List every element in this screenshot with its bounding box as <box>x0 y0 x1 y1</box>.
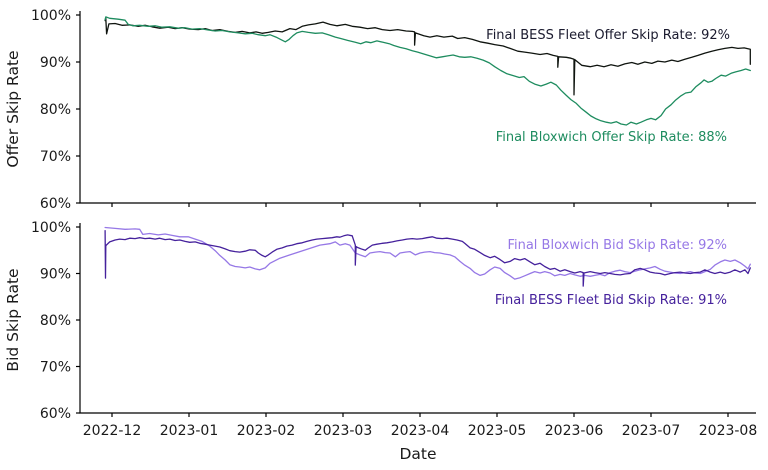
annotation-bess-fleet-offer: Final BESS Fleet Offer Skip Rate: 92% <box>486 28 730 43</box>
line-bess-fleet-bid <box>104 230 751 287</box>
x-tick-label: 2023-03 <box>314 423 373 439</box>
annotation-bess-fleet-bid: Final BESS Fleet Bid Skip Rate: 91% <box>495 293 727 308</box>
y-axis-label-offer-skip-rate: Offer Skip Rate <box>4 50 22 167</box>
y-tick-label: 90% <box>40 55 71 71</box>
y-tick-label: 60% <box>40 406 71 422</box>
line-bloxwich-offer <box>104 16 751 126</box>
y-tick-label: 100% <box>31 220 71 236</box>
y-tick-label: 80% <box>40 313 71 329</box>
line-bloxwich-bid <box>104 226 751 280</box>
x-tick-label: 2022-12 <box>83 423 142 439</box>
x-tick-label: 2023-01 <box>160 423 219 439</box>
x-tick-label: 2023-05 <box>468 423 527 439</box>
x-axis-label: Date <box>399 445 436 463</box>
y-tick-label: 90% <box>40 267 71 283</box>
x-tick-label: 2023-08 <box>699 423 758 439</box>
annotation-bloxwich-bid: Final Bloxwich Bid Skip Rate: 92% <box>507 238 727 253</box>
x-tick-label: 2023-02 <box>237 423 296 439</box>
x-tick-label: 2023-04 <box>391 423 450 439</box>
y-axis-label-bid-skip-rate: Bid Skip Rate <box>4 268 22 371</box>
y-tick-label: 100% <box>31 8 71 24</box>
y-tick-label: 60% <box>40 196 71 212</box>
x-tick-label: 2023-07 <box>622 423 681 439</box>
x-tick-label: 2023-06 <box>545 423 604 439</box>
y-tick-label: 70% <box>40 360 71 376</box>
annotation-bloxwich-offer: Final Bloxwich Offer Skip Rate: 88% <box>496 130 727 145</box>
y-tick-label: 80% <box>40 102 71 118</box>
y-tick-label: 70% <box>40 149 71 165</box>
